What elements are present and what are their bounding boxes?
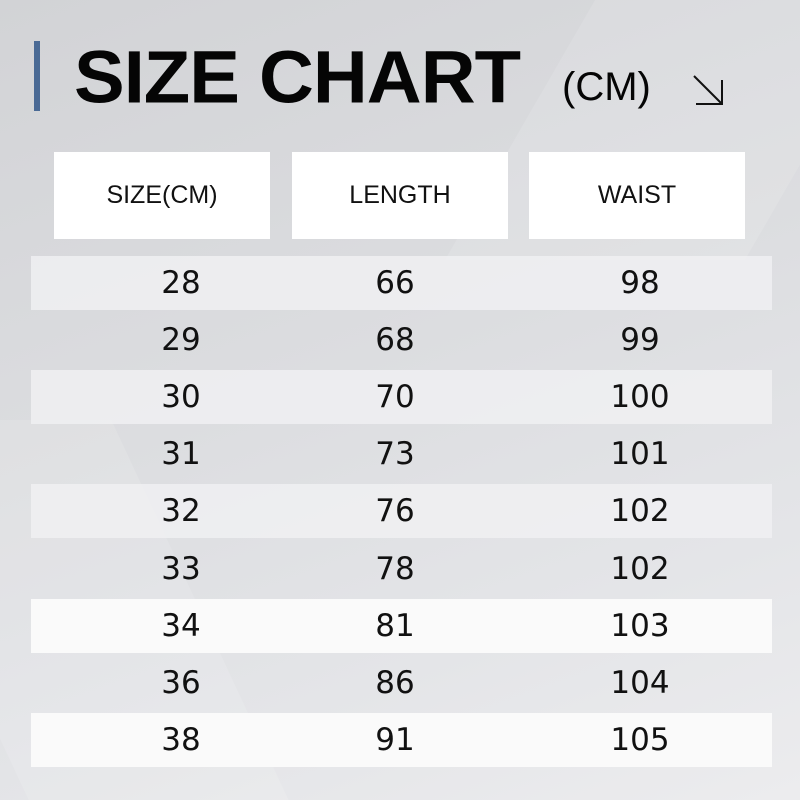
cell-length: 68 bbox=[375, 322, 415, 359]
cell-size: 31 bbox=[161, 436, 201, 473]
table-row: 36 86 104 bbox=[31, 656, 772, 710]
cell-size: 38 bbox=[161, 721, 201, 758]
cell-length: 73 bbox=[375, 436, 415, 473]
cell-waist: 102 bbox=[610, 550, 670, 587]
cell-waist: 103 bbox=[610, 607, 670, 644]
title-accent-bar bbox=[34, 41, 40, 111]
cell-length: 76 bbox=[375, 493, 415, 530]
cell-size: 29 bbox=[161, 322, 201, 359]
table-row: 28 66 98 bbox=[31, 256, 772, 310]
cell-length: 81 bbox=[375, 607, 415, 644]
cell-waist: 101 bbox=[610, 436, 670, 473]
table-row: 32 76 102 bbox=[31, 484, 772, 539]
cell-waist: 100 bbox=[610, 379, 670, 416]
cell-waist: 102 bbox=[610, 493, 670, 530]
column-header-waist: WAIST bbox=[529, 152, 745, 239]
cell-waist: 105 bbox=[610, 721, 670, 758]
title-unit: (CM) bbox=[562, 65, 651, 109]
cell-length: 70 bbox=[375, 379, 415, 416]
cell-waist: 104 bbox=[610, 664, 670, 701]
cell-length: 78 bbox=[375, 550, 415, 587]
cell-waist: 99 bbox=[620, 322, 660, 359]
cell-waist: 98 bbox=[620, 265, 660, 301]
column-header-length: LENGTH bbox=[292, 152, 508, 239]
table-row: 29 68 99 bbox=[31, 313, 772, 367]
cell-size: 34 bbox=[161, 607, 201, 644]
table-row: 30 70 100 bbox=[31, 370, 772, 425]
cell-size: 33 bbox=[161, 550, 201, 587]
cell-size: 28 bbox=[161, 265, 201, 301]
table-row: 34 81 103 bbox=[31, 598, 772, 653]
table-row: 38 91 105 bbox=[31, 712, 772, 767]
cell-size: 32 bbox=[161, 493, 201, 530]
page-title: SIZE CHART bbox=[74, 35, 521, 120]
cell-length: 66 bbox=[375, 265, 415, 301]
cell-length: 91 bbox=[375, 721, 415, 758]
cell-size: 36 bbox=[161, 664, 201, 701]
cell-size: 30 bbox=[161, 379, 201, 416]
arrow-down-right-icon bbox=[693, 75, 723, 105]
cell-length: 86 bbox=[375, 664, 415, 701]
table-row: 33 78 102 bbox=[31, 542, 772, 596]
column-header-size: SIZE(CM) bbox=[54, 152, 270, 239]
table-row: 31 73 101 bbox=[31, 427, 772, 481]
